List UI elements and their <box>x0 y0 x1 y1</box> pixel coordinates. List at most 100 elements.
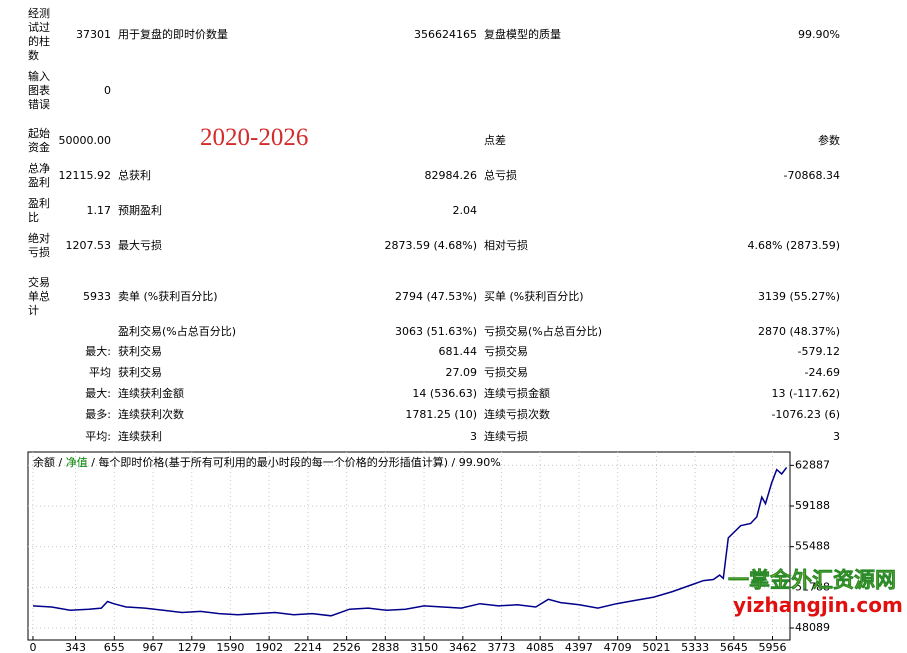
x-tick-label: 4709 <box>604 641 632 653</box>
x-tick-label: 2214 <box>294 641 322 653</box>
report-value2: 681.44 <box>438 345 478 358</box>
report-value2: 2.04 <box>452 204 478 217</box>
report-label3: 亏损交易 <box>484 345 528 358</box>
legend-item: 99.90% <box>459 456 501 469</box>
report-value: 0 <box>104 84 111 97</box>
report-value: 12115.92 <box>58 169 112 182</box>
x-tick-label: 5956 <box>758 641 786 653</box>
report-label2: 盈利交易(%占总百分比) <box>118 325 237 338</box>
x-tick-label: 1590 <box>216 641 244 653</box>
report-value: 37301 <box>76 28 111 41</box>
watermark-title: 一掌金外汇资源网 <box>728 568 897 593</box>
legend-separator: / <box>448 456 459 469</box>
report-label3: 复盘模型的质量 <box>484 28 561 41</box>
annotation: 2020-2026 <box>200 124 309 151</box>
report-value: 5933 <box>83 290 111 303</box>
report-label: 总净盈利 <box>28 162 50 189</box>
x-tick-label: 5645 <box>720 641 748 653</box>
report-label3: 相对亏损 <box>484 239 528 252</box>
report-label2: 总获利 <box>118 169 151 182</box>
report-value: 50000.00 <box>58 134 112 147</box>
report-prefix: 平均: <box>85 430 111 443</box>
report-value3: -24.69 <box>804 366 840 379</box>
x-tick-label: 5021 <box>642 641 670 653</box>
legend-separator: / <box>88 456 99 469</box>
report-label2: 连续获利金额 <box>118 387 184 400</box>
report-value2: 3 <box>470 430 477 443</box>
report-value2: 82984.26 <box>424 169 478 182</box>
report-value3: 4.68% (2873.59) <box>747 239 840 252</box>
x-tick-label: 4085 <box>526 641 554 653</box>
x-tick-label: 343 <box>65 641 86 653</box>
x-tick-label: 1902 <box>255 641 283 653</box>
report-label3: 亏损交易(%占总百分比) <box>484 325 603 338</box>
y-tick-label: 59188 <box>795 499 830 512</box>
x-tick-label: 655 <box>104 641 125 653</box>
y-tick-label: 48089 <box>795 621 830 634</box>
legend-item: 余额 <box>33 455 55 469</box>
report-value2: 1781.25 (10) <box>405 408 477 421</box>
watermark-url: yizhangjin.com <box>733 593 903 617</box>
x-tick-label: 1279 <box>178 641 206 653</box>
report-value3: -1076.23 (6) <box>771 408 840 421</box>
legend-item: 每个即时价格(基于所有可利用的最小时段的每一个价格的分形插值计算) <box>98 455 448 469</box>
report-value3: 参数 <box>818 134 840 147</box>
y-tick-label: 62887 <box>795 458 830 471</box>
report-prefix: 最大: <box>85 345 111 358</box>
report-label: 盈利比 <box>28 197 50 224</box>
balance-line <box>32 466 788 617</box>
report-label2: 获利交易 <box>118 345 162 358</box>
report-label2: 连续获利 <box>118 430 162 443</box>
report-label2: 卖单 (%获利百分比) <box>118 290 218 303</box>
report-value3: 2870 (48.37%) <box>757 325 840 338</box>
report-value3: -579.12 <box>797 345 840 358</box>
x-tick-label: 5333 <box>681 641 709 653</box>
report-label3: 连续亏损金额 <box>484 387 550 400</box>
legend-separator: / <box>55 456 66 469</box>
report-label: 绝对亏损 <box>28 232 50 259</box>
report-value3: 99.90% <box>798 28 840 41</box>
report-prefix: 最大: <box>85 387 111 400</box>
report-value2: 14 (536.63) <box>412 387 477 400</box>
x-tick-label: 4397 <box>565 641 593 653</box>
y-tick-label: 51788 <box>795 580 830 593</box>
plot-frame <box>27 451 791 641</box>
report-value2: 3063 (51.63%) <box>394 325 477 338</box>
x-tick-label: 3773 <box>487 641 515 653</box>
x-tick-label: 967 <box>143 641 164 653</box>
report-prefix: 平均 <box>89 366 111 379</box>
report-label2: 连续获利次数 <box>118 408 184 421</box>
report-value2: 27.09 <box>445 366 478 379</box>
report-label3: 点差 <box>484 134 506 147</box>
x-tick-label: 0 <box>29 641 36 653</box>
x-tick-label: 2838 <box>371 641 399 653</box>
report-label3: 亏损交易 <box>484 366 528 379</box>
x-tick-label: 3462 <box>449 641 477 653</box>
report-label2: 最大亏损 <box>118 239 162 252</box>
report-value: 1207.53 <box>65 239 112 252</box>
report-value2: 2873.59 (4.68%) <box>384 239 477 252</box>
y-tick-label: 55488 <box>795 540 830 553</box>
report-label: 输入图表错误 <box>28 70 50 111</box>
report-label: 交易单总计 <box>28 276 50 317</box>
x-tick-label: 2526 <box>333 641 361 653</box>
report-value3: 3 <box>833 430 840 443</box>
report-value2: 356624165 <box>414 28 477 41</box>
report-label: 经测试过的柱数 <box>28 7 50 62</box>
report-value: 1.17 <box>86 204 112 217</box>
report-label2: 用于复盘的即时价数量 <box>118 28 228 41</box>
legend-item: 净值 <box>66 455 88 469</box>
report-value3: -70868.34 <box>783 169 840 182</box>
report-prefix: 最多: <box>85 408 111 421</box>
report-label3: 连续亏损次数 <box>484 408 550 421</box>
report-value3: 3139 (55.27%) <box>757 290 840 303</box>
report-label3: 总亏损 <box>484 169 517 182</box>
report-label3: 买单 (%获利百分比) <box>484 290 584 303</box>
report-label3: 连续亏损 <box>484 430 528 443</box>
report-value3: 13 (-117.62) <box>771 387 840 400</box>
report-label: 起始资金 <box>28 127 50 154</box>
x-tick-label: 3150 <box>410 641 438 653</box>
report-label2: 预期盈利 <box>118 204 162 217</box>
